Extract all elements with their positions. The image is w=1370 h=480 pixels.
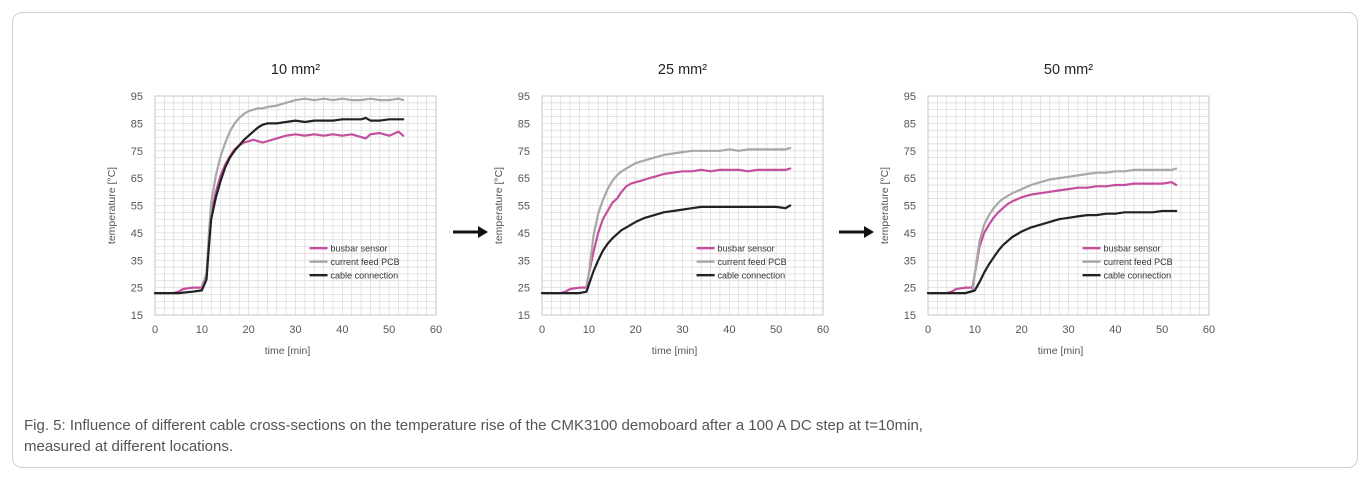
y-tick-label: 25 [904, 283, 916, 295]
y-tick-label: 35 [131, 255, 143, 267]
series-line-cable-connection [540, 204, 792, 295]
x-tick-label: 20 [243, 324, 255, 336]
legend: busbar sensor current feed PCB cable conne… [309, 244, 400, 281]
y-tick-label: 95 [518, 91, 530, 103]
charts-canvas: 10 mm² 0 10 20 30 40 50 60 15 25 35 45 55 65 75 85 95 tim… [106, 62, 1215, 357]
series-line-current-feed-pcb [153, 97, 405, 295]
y-tick-label: 15 [904, 310, 916, 322]
y-tick-label: 85 [518, 118, 530, 130]
y-axis-label: temperature [°C] [493, 167, 505, 244]
chart-title: 10 mm² [271, 62, 320, 78]
y-tick-label: 65 [131, 173, 143, 185]
x-tick-label: 10 [583, 324, 595, 336]
y-tick-label: 75 [904, 146, 916, 158]
y-tick-label: 45 [518, 228, 530, 240]
series-line-cable-connection [153, 116, 405, 295]
legend-label-busbar-sensor: busbar sensor [1104, 244, 1161, 254]
y-tick-label: 75 [518, 146, 530, 158]
grid [154, 95, 437, 316]
chart-2: 25 mm² 0 10 20 30 40 50 60 15 25 35 45 55 65 75 85 95 tim… [493, 62, 829, 357]
x-tick-label: 10 [196, 324, 208, 336]
x-tick-label: 60 [1203, 324, 1215, 336]
chart-title: 25 mm² [658, 62, 707, 78]
x-tick-label: 0 [539, 324, 545, 336]
legend-label-cable-connection: cable connection [1104, 271, 1172, 281]
arrow-head [478, 226, 488, 238]
y-tick-label: 35 [518, 255, 530, 267]
y-tick-label: 15 [518, 310, 530, 322]
caption-line-2: measured at different locations. [24, 438, 234, 455]
x-tick-label: 30 [1062, 324, 1074, 336]
y-tick-label: 45 [904, 228, 916, 240]
y-tick-label: 15 [131, 310, 143, 322]
legend-label-current-feed-pcb: current feed PCB [331, 257, 400, 267]
y-tick-label: 95 [131, 91, 143, 103]
x-tick-label: 60 [430, 324, 442, 336]
y-axis-label: temperature [°C] [106, 167, 118, 244]
x-tick-label: 20 [1016, 324, 1028, 336]
x-axis-label: time [min] [652, 345, 698, 357]
x-tick-label: 40 [1109, 324, 1121, 336]
x-tick-label: 0 [152, 324, 158, 336]
chart-1: 10 mm² 0 10 20 30 40 50 60 15 25 35 45 55 65 75 85 95 tim… [106, 62, 442, 357]
caption-line-1: Fig. 5: Influence of different cable cro… [24, 417, 923, 434]
y-tick-label: 45 [131, 228, 143, 240]
y-tick-label: 65 [518, 173, 530, 185]
grid [541, 95, 824, 316]
figure-caption: Fig. 5: Influence of different cable cro… [24, 415, 1344, 457]
x-tick-label: 10 [969, 324, 981, 336]
y-tick-label: 65 [904, 173, 916, 185]
legend: busbar sensor current feed PCB cable conne… [696, 244, 787, 281]
y-tick-label: 55 [518, 201, 530, 213]
x-tick-label: 0 [925, 324, 931, 336]
legend-label-busbar-sensor: busbar sensor [718, 244, 775, 254]
x-tick-label: 20 [630, 324, 642, 336]
y-axis-label: temperature [°C] [879, 167, 891, 244]
legend-label-current-feed-pcb: current feed PCB [718, 257, 787, 267]
legend-label-busbar-sensor: busbar sensor [331, 244, 388, 254]
x-tick-label: 40 [723, 324, 735, 336]
plot-border [927, 95, 1210, 316]
series-line-current-feed-pcb [926, 167, 1178, 295]
y-tick-label: 55 [904, 201, 916, 213]
y-tick-label: 55 [131, 201, 143, 213]
x-axis-label: time [min] [265, 345, 311, 357]
x-tick-label: 60 [817, 324, 829, 336]
legend-label-cable-connection: cable connection [718, 271, 786, 281]
series-line-current-feed-pcb [540, 146, 792, 295]
figure-frame [12, 12, 1358, 468]
y-tick-label: 75 [131, 146, 143, 158]
y-tick-label: 25 [518, 283, 530, 295]
y-tick-label: 85 [904, 118, 916, 130]
series-line-cable-connection [926, 209, 1178, 295]
grid [927, 95, 1210, 316]
plot-border [541, 95, 824, 316]
x-tick-label: 30 [289, 324, 301, 336]
arrow-right-icon [453, 226, 488, 238]
x-tick-label: 30 [676, 324, 688, 336]
legend-label-cable-connection: cable connection [331, 271, 399, 281]
chart-title: 50 mm² [1044, 62, 1093, 78]
x-axis-label: time [min] [1038, 345, 1084, 357]
x-tick-label: 50 [383, 324, 395, 336]
chart-3: 50 mm² 0 10 20 30 40 50 60 15 25 35 45 55 65 75 85 95 tim… [879, 62, 1215, 357]
x-tick-label: 40 [336, 324, 348, 336]
x-tick-label: 50 [1156, 324, 1168, 336]
arrow-head [864, 226, 874, 238]
y-tick-label: 85 [131, 118, 143, 130]
plot-border [154, 95, 437, 316]
y-tick-label: 35 [904, 255, 916, 267]
legend: busbar sensor current feed PCB cable conne… [1082, 244, 1173, 281]
legend-label-current-feed-pcb: current feed PCB [1104, 257, 1173, 267]
x-tick-label: 50 [770, 324, 782, 336]
y-tick-label: 95 [904, 91, 916, 103]
arrow-right-icon [839, 226, 874, 238]
y-tick-label: 25 [131, 283, 143, 295]
